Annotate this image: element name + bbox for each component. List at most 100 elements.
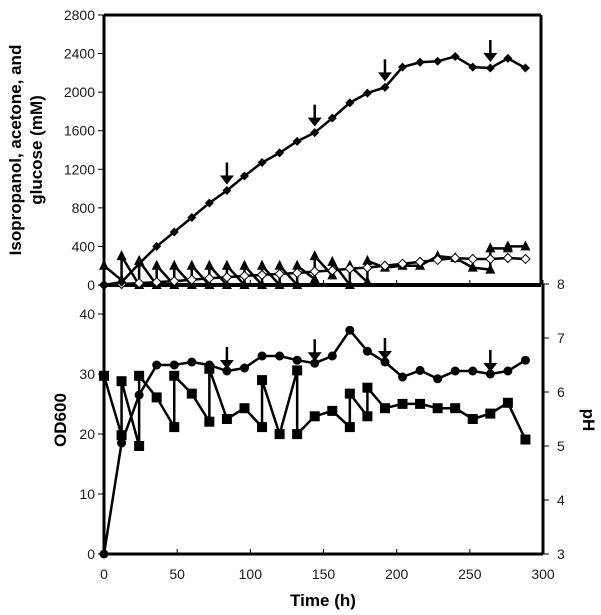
data-point — [257, 422, 268, 433]
data-point — [292, 136, 302, 146]
x-tick-label: 200 — [385, 566, 409, 582]
data-point — [187, 213, 197, 222]
data-point — [362, 411, 373, 422]
data-point — [292, 355, 302, 365]
data-point — [221, 259, 232, 270]
data-point — [485, 253, 496, 265]
data-point — [398, 372, 408, 382]
arrow-head — [307, 117, 322, 127]
data-point — [222, 186, 232, 195]
data-point — [221, 272, 233, 283]
data-point — [432, 254, 443, 266]
data-point — [169, 259, 180, 270]
data-point — [327, 255, 338, 266]
data-point — [134, 370, 145, 381]
data-point — [502, 252, 514, 264]
data-point — [397, 398, 408, 409]
data-point — [275, 148, 285, 158]
series-layer — [98, 51, 531, 559]
data-point — [152, 241, 162, 251]
data-point — [345, 98, 355, 108]
data-point — [99, 370, 109, 381]
data-point — [117, 277, 127, 287]
data-point — [502, 397, 513, 408]
data-point — [449, 252, 461, 264]
data-point — [99, 259, 109, 270]
data-point — [503, 53, 513, 63]
data-point — [415, 365, 425, 375]
data-point — [134, 390, 144, 400]
bottom-y-tick-label: 10 — [79, 486, 95, 502]
data-point — [169, 275, 180, 287]
x-tick-label: 250 — [458, 566, 482, 582]
bottom-y2-tick-label: 5 — [557, 438, 565, 454]
data-point — [256, 269, 268, 281]
data-point — [415, 398, 426, 409]
data-point — [221, 279, 232, 289]
data-point — [362, 254, 373, 265]
data-point — [134, 259, 144, 269]
data-point — [380, 357, 390, 367]
data-point — [503, 366, 513, 376]
x-tick-label: 50 — [169, 566, 185, 582]
data-point — [379, 403, 390, 414]
data-point — [292, 365, 303, 376]
data-point — [257, 375, 268, 386]
data-point — [362, 262, 373, 273]
data-point — [99, 280, 109, 290]
data-point — [450, 51, 460, 61]
data-point — [239, 259, 250, 270]
x-tick-label: 0 — [100, 566, 108, 582]
data-point — [327, 351, 337, 361]
data-point — [450, 366, 460, 376]
data-point — [204, 360, 214, 370]
top-y-axis-title-line2: glucose (mM) — [27, 95, 46, 205]
x-tick-label: 150 — [312, 566, 336, 582]
bottom-y-axis-title: OD600 — [51, 393, 70, 447]
data-point — [520, 434, 531, 445]
data-point — [344, 279, 355, 289]
x-tick-label: 100 — [239, 566, 263, 582]
bottom-y2-axis-title: pH — [579, 409, 598, 432]
data-point — [310, 358, 320, 368]
top-y-tick-label: 1200 — [64, 161, 95, 177]
data-point — [117, 438, 127, 448]
data-point — [275, 351, 285, 361]
data-point — [204, 273, 215, 284]
data-point — [398, 62, 408, 72]
bottom-y2-tick-label: 7 — [557, 330, 565, 346]
data-point — [485, 408, 496, 419]
data-point — [310, 128, 320, 138]
data-point — [222, 366, 232, 376]
top-y-tick-label: 2400 — [64, 46, 95, 62]
data-point — [520, 240, 531, 251]
arrow-head — [377, 72, 392, 82]
top-y-tick-label: 800 — [72, 200, 96, 216]
data-point — [204, 259, 215, 270]
data-point — [274, 429, 285, 440]
data-point — [344, 388, 355, 399]
data-point — [204, 416, 215, 427]
data-point — [362, 382, 373, 393]
data-point — [327, 265, 338, 276]
tick-labels: 0400800120016002000240028000102030403456… — [64, 7, 565, 582]
data-point — [309, 266, 320, 277]
data-point — [520, 355, 530, 365]
bottom-y-tick-label: 0 — [87, 546, 95, 562]
data-point — [152, 360, 162, 370]
data-point — [432, 403, 443, 414]
data-point — [169, 360, 179, 370]
data-point — [292, 279, 303, 289]
data-point — [274, 279, 285, 289]
data-point — [467, 414, 478, 424]
arrow-head — [483, 53, 498, 63]
data-point — [291, 267, 303, 279]
data-point — [433, 56, 443, 66]
data-point — [186, 274, 198, 285]
arrow-head — [307, 352, 322, 362]
data-point — [502, 240, 513, 251]
data-point — [309, 411, 320, 422]
bottom-y-tick-label: 40 — [79, 306, 95, 322]
data-point — [116, 430, 127, 441]
data-point — [239, 363, 249, 373]
